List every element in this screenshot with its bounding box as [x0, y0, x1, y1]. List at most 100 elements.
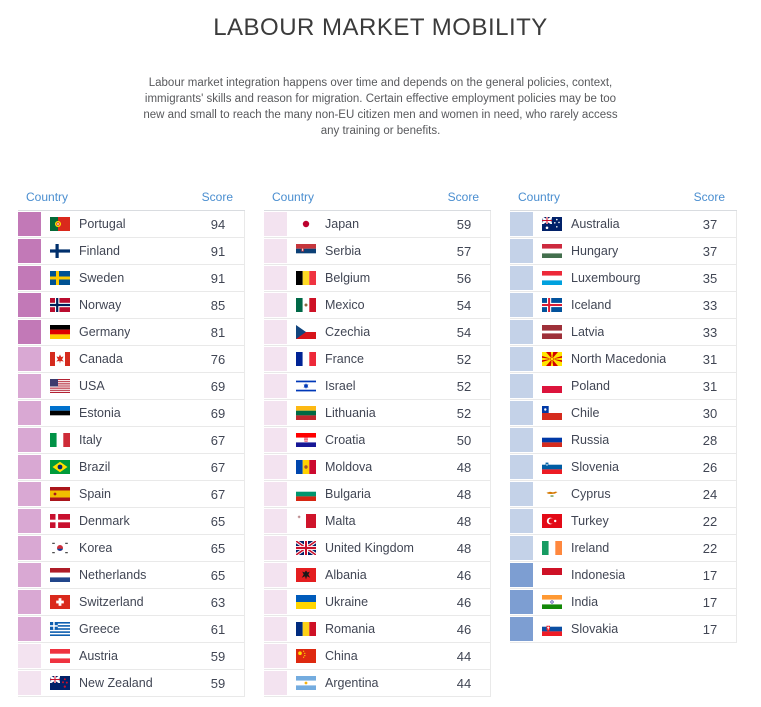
country-cell: Korea [41, 535, 192, 561]
score-column-header[interactable]: Score [201, 190, 233, 205]
score-column-header[interactable]: Score [693, 190, 725, 205]
score-level-bar [264, 428, 287, 453]
country-score: 61 [210, 621, 226, 637]
country-name: Croatia [325, 433, 366, 448]
country-name: Sweden [79, 271, 125, 286]
flag-icon-denmark [50, 514, 70, 529]
country-cell: New Zealand [41, 670, 192, 696]
country-cell: Belgium [287, 265, 438, 291]
country-name: Japan [325, 217, 360, 232]
country-name: France [325, 352, 364, 367]
country-score: 59 [456, 216, 472, 232]
score-level-bar [18, 347, 41, 372]
flag-icon-luxembourg [542, 271, 562, 286]
country-score: 46 [456, 567, 472, 583]
flag-icon-sweden [50, 271, 70, 286]
country-cell: Israel [287, 373, 438, 399]
country-cell: India [533, 589, 684, 615]
score-level-bar [18, 320, 41, 345]
country-column-header[interactable]: Country [26, 190, 69, 205]
score-level-bar [510, 320, 533, 345]
table-row: Israel 52 [264, 373, 491, 401]
country-cell: Estonia [41, 400, 192, 426]
score-level-bar [264, 320, 287, 345]
country-cell: Lithuania [287, 400, 438, 426]
country-name: Ireland [571, 541, 610, 556]
score-level-bar [18, 671, 41, 696]
country-score: 17 [702, 567, 718, 583]
country-cell: Poland [533, 373, 684, 399]
flag-icon-turkey [542, 514, 562, 529]
country-score: 65 [210, 513, 226, 529]
flag-icon-india [542, 595, 562, 610]
country-cell: Iceland [533, 292, 684, 318]
country-score: 37 [702, 243, 718, 259]
flag-icon-israel [296, 379, 316, 394]
flag-icon-netherlands [50, 568, 70, 583]
country-score: 65 [210, 567, 226, 583]
table-row: Moldova 48 [264, 454, 491, 482]
score-column-header[interactable]: Score [447, 190, 479, 205]
country-name: Russia [571, 433, 610, 448]
country-cell: Italy [41, 427, 192, 453]
table-row: Finland 91 [18, 238, 245, 266]
country-score: 67 [210, 486, 226, 502]
table-row: Bulgaria 48 [264, 481, 491, 509]
country-score: 17 [702, 594, 718, 610]
score-level-bar [510, 563, 533, 588]
score-level-bar [510, 482, 533, 507]
flag-icon-portugal [50, 217, 70, 232]
country-cell: Russia [533, 427, 684, 453]
score-level-bar [264, 617, 287, 642]
score-level-bar [264, 644, 287, 669]
score-level-bar [510, 428, 533, 453]
country-cell: Mexico [287, 292, 438, 318]
country-cell: Moldova [287, 454, 438, 480]
flag-icon-north-macedonia [542, 352, 562, 367]
table-header-row: Country Score [264, 190, 491, 212]
country-column-header[interactable]: Country [272, 190, 315, 205]
country-name: Belgium [325, 271, 371, 286]
country-name: Korea [79, 541, 113, 556]
country-score: 94 [210, 216, 226, 232]
table-row: Mexico 54 [264, 292, 491, 320]
country-cell: Greece [41, 616, 192, 642]
country-name: Denmark [79, 514, 130, 529]
country-name: Czechia [325, 325, 371, 340]
country-name: Moldova [325, 460, 373, 475]
flag-icon-japan [296, 217, 316, 232]
score-level-bar [18, 293, 41, 318]
flag-icon-france [296, 352, 316, 367]
score-level-bar [18, 266, 41, 291]
score-level-bar [18, 374, 41, 399]
flag-icon-argentina [296, 676, 316, 691]
flag-icon-moldova [296, 460, 316, 475]
country-column-header[interactable]: Country [518, 190, 561, 205]
country-score: 69 [210, 378, 226, 394]
score-table: Country Score Portugal 94 Finland 91 Sweden 91 N… [18, 190, 245, 698]
country-name: North Macedonia [571, 352, 667, 367]
country-cell: Croatia [287, 427, 438, 453]
table-row: Switzerland 63 [18, 589, 245, 617]
score-level-bar [510, 347, 533, 372]
table-row: Iceland 33 [510, 292, 737, 320]
country-cell: Czechia [287, 319, 438, 345]
score-level-bar [510, 590, 533, 615]
score-level-bar [510, 239, 533, 264]
country-score: 31 [702, 351, 718, 367]
country-cell: Switzerland [41, 589, 192, 615]
country-score: 52 [456, 351, 472, 367]
score-level-bar [264, 347, 287, 372]
country-cell: Ukraine [287, 589, 438, 615]
table-row: Spain 67 [18, 481, 245, 509]
country-score: 59 [210, 675, 226, 691]
table-row: Netherlands 65 [18, 562, 245, 590]
country-cell: Portugal [41, 211, 192, 237]
country-cell: Germany [41, 319, 192, 345]
table-row: China 44 [264, 643, 491, 671]
country-cell: Turkey [533, 508, 684, 534]
country-name: Serbia [325, 244, 362, 259]
country-cell: Japan [287, 211, 438, 237]
country-name: Italy [79, 433, 102, 448]
